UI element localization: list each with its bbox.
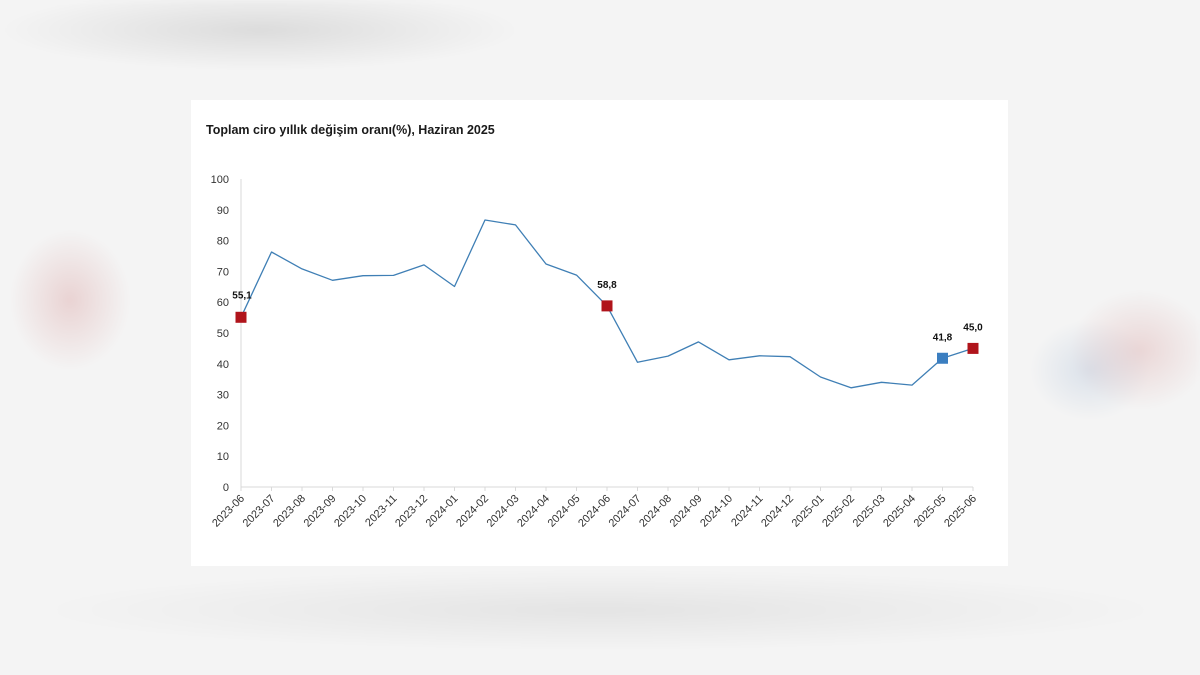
highlight-marker [601, 300, 613, 312]
x-tick-label: 2024-07 [607, 493, 644, 530]
y-tick-label: 10 [217, 451, 229, 463]
data-point [515, 224, 517, 226]
y-tick-label: 90 [217, 205, 229, 217]
data-label: 41,8 [933, 332, 953, 343]
data-point [545, 263, 547, 265]
data-point [759, 355, 761, 357]
x-tick-label: 2023-08 [271, 493, 308, 530]
highlight-marker [967, 342, 979, 354]
y-tick-label: 30 [217, 390, 229, 402]
data-point [881, 381, 883, 383]
x-tick-label: 2023-09 [302, 493, 339, 530]
x-tick-label: 2024-08 [637, 493, 674, 530]
x-tick-label: 2024-09 [668, 493, 705, 530]
y-tick-label: 70 [217, 266, 229, 278]
data-label: 45,0 [963, 322, 983, 333]
data-point [332, 279, 334, 281]
y-tick-label: 0 [223, 482, 229, 494]
x-tick-label: 2024-10 [698, 493, 735, 530]
data-label: 58,8 [597, 280, 617, 291]
x-tick-label: 2024-12 [759, 493, 796, 530]
chart-title: Toplam ciro yıllık değişim oranı(%), Haz… [206, 123, 495, 137]
x-tick-label: 2024-03 [485, 493, 522, 530]
x-tick-label: 2025-04 [881, 493, 918, 530]
x-tick-label: 2023-10 [332, 493, 369, 530]
data-point [271, 251, 273, 253]
data-point [301, 268, 303, 270]
data-point [850, 387, 852, 389]
y-axis: 0 10 20 30 40 50 60 70 80 90 100 [211, 174, 242, 494]
y-tick-label: 60 [217, 297, 229, 309]
data-point [820, 376, 822, 378]
data-point [698, 341, 700, 343]
y-tick-label: 40 [217, 359, 229, 371]
data-label: 55,1 [232, 290, 252, 301]
x-tick-label: 2023-06 [210, 493, 247, 530]
y-tick-label: 100 [211, 174, 229, 186]
data-label-layer: 55,1 58,8 41,8 45,0 [232, 280, 983, 343]
data-point [789, 356, 791, 358]
data-point [423, 264, 425, 266]
data-point [393, 274, 395, 276]
marker-layer [235, 300, 979, 364]
data-point [362, 275, 364, 277]
x-tick-label: 2024-04 [515, 493, 552, 530]
y-tick-label: 80 [217, 236, 229, 248]
data-point [911, 384, 913, 386]
x-tick-label: 2025-02 [820, 493, 857, 530]
highlight-marker [235, 311, 247, 323]
data-point [484, 219, 486, 221]
data-point [667, 355, 669, 357]
data-point [637, 361, 639, 363]
y-tick-label: 50 [217, 328, 229, 340]
data-point [728, 359, 730, 361]
x-tick-label: 2025-06 [942, 493, 979, 530]
x-tick-label: 2025-01 [790, 493, 827, 530]
y-tick-label: 20 [217, 420, 229, 432]
data-point [454, 285, 456, 287]
chart-card [191, 100, 1008, 566]
x-tick-label: 2024-01 [424, 493, 461, 530]
x-tick-label: 2025-03 [851, 493, 888, 530]
x-tick-label: 2024-05 [546, 493, 583, 530]
x-tick-label: 2023-12 [393, 493, 430, 530]
data-point [576, 274, 578, 276]
highlight-marker [937, 352, 948, 364]
x-tick-label: 2024-06 [576, 493, 613, 530]
x-tick-label: 2025-05 [912, 493, 949, 530]
x-tick-label: 2023-07 [241, 493, 278, 530]
x-tick-label: 2024-02 [454, 493, 491, 530]
